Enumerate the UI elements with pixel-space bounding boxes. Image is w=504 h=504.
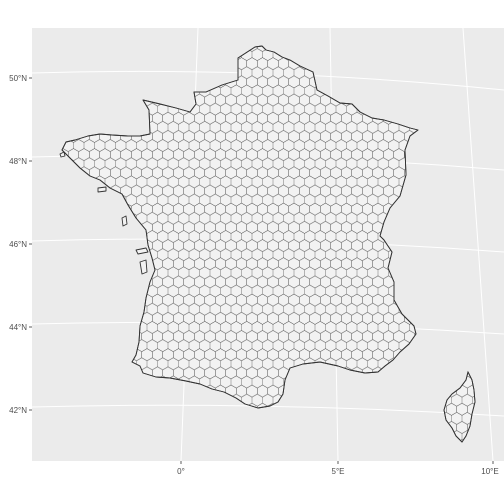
y-tick-label: 44°N bbox=[9, 323, 27, 332]
island-belle-ile bbox=[97, 186, 107, 193]
coastal-islands bbox=[59, 151, 149, 275]
x-tick-label: 10°E bbox=[481, 467, 498, 476]
island-ile-de-re bbox=[135, 247, 149, 255]
y-tick-label: 50°N bbox=[9, 74, 27, 83]
x-axis: 0° 5°E 10°E bbox=[177, 461, 499, 476]
x-tick-label: 5°E bbox=[332, 467, 345, 476]
island-ouessant bbox=[59, 151, 66, 158]
island-oleron bbox=[139, 259, 148, 275]
y-tick-label: 48°N bbox=[9, 157, 27, 166]
y-tick-label: 42°N bbox=[9, 406, 27, 415]
graticule-10e bbox=[462, 28, 494, 461]
y-axis: 50°N 48°N 46°N 44°N 42°N bbox=[9, 74, 32, 415]
island-noirmoutier bbox=[121, 215, 128, 227]
y-tick-label: 46°N bbox=[9, 240, 27, 249]
x-tick-label: 0° bbox=[177, 467, 185, 476]
